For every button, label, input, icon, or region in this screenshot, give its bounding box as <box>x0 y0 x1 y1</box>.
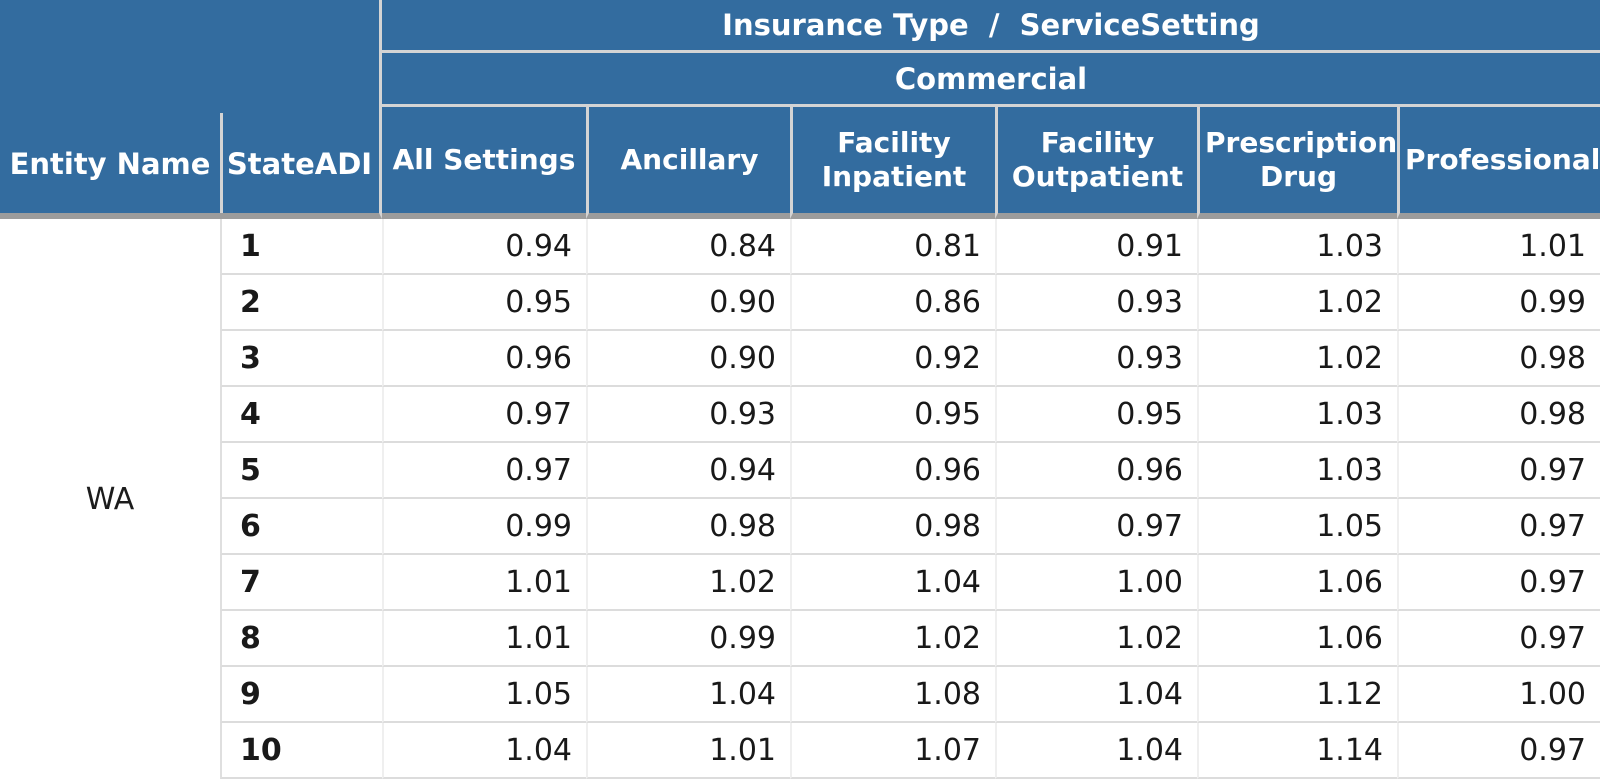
value-cell: 0.98 <box>1397 387 1600 443</box>
value-cell: 1.14 <box>1197 723 1397 779</box>
value-cell: 0.97 <box>382 443 586 499</box>
table-row: 8 1.01 0.99 1.02 1.02 1.06 0.97 <box>0 611 1600 667</box>
state-adi-cell: 10 <box>220 723 382 779</box>
value-cell: 0.97 <box>1397 723 1600 779</box>
value-cell: 1.06 <box>1197 555 1397 611</box>
state-adi-cell: 1 <box>220 219 382 275</box>
value-cell: 1.04 <box>995 667 1197 723</box>
table-body: WA 1 0.94 0.84 0.81 0.91 1.03 1.01 2 0.9… <box>0 219 1600 779</box>
value-cell: 1.04 <box>995 723 1197 779</box>
value-cell: 0.93 <box>995 331 1197 387</box>
value-cell: 0.99 <box>382 499 586 555</box>
value-cell: 1.06 <box>1197 611 1397 667</box>
table-row: 7 1.01 1.02 1.04 1.00 1.06 0.97 <box>0 555 1600 611</box>
table-header: Entity Name StateADI Insurance Type / Se… <box>0 0 1600 219</box>
table-row: 2 0.95 0.90 0.86 0.93 1.02 0.99 <box>0 275 1600 331</box>
column-header-all-settings: All Settings <box>382 107 586 219</box>
value-cell: 0.90 <box>586 331 790 387</box>
value-cell: 0.91 <box>995 219 1197 275</box>
value-cell: 1.07 <box>790 723 995 779</box>
column-header-prescription-drug: Prescription Drug <box>1197 107 1397 219</box>
header-row-group: Commercial <box>0 53 1600 107</box>
value-cell: 1.02 <box>790 611 995 667</box>
value-cell: 1.12 <box>1197 667 1397 723</box>
value-cell: 0.93 <box>995 275 1197 331</box>
header-row-top: Entity Name StateADI Insurance Type / Se… <box>0 0 1600 219</box>
column-header-entity-name: Entity Name <box>0 0 220 219</box>
value-cell: 1.05 <box>1197 499 1397 555</box>
value-cell: 0.94 <box>382 219 586 275</box>
value-cell: 0.98 <box>586 499 790 555</box>
table-row: 6 0.99 0.98 0.98 0.97 1.05 0.97 <box>0 499 1600 555</box>
entity-name-cell: WA <box>0 219 220 779</box>
value-cell: 0.90 <box>586 275 790 331</box>
value-cell: 1.02 <box>586 555 790 611</box>
value-cell: 0.97 <box>1397 499 1600 555</box>
value-cell: 0.86 <box>790 275 995 331</box>
table-row: 5 0.97 0.94 0.96 0.96 1.03 0.97 <box>0 443 1600 499</box>
value-cell: 1.03 <box>1197 387 1397 443</box>
value-cell: 1.04 <box>382 723 586 779</box>
value-cell: 0.99 <box>1397 275 1600 331</box>
value-cell: 0.84 <box>586 219 790 275</box>
value-cell: 0.97 <box>382 387 586 443</box>
header-row-settings: All Settings Ancillary Facility Inpatien… <box>0 107 1600 219</box>
value-cell: 1.03 <box>1197 443 1397 499</box>
table-row: 4 0.97 0.93 0.95 0.95 1.03 0.98 <box>0 387 1600 443</box>
value-cell: 1.02 <box>995 611 1197 667</box>
value-cell: 0.96 <box>995 443 1197 499</box>
state-adi-cell: 5 <box>220 443 382 499</box>
column-header-professional: Professional <box>1397 107 1600 219</box>
column-header-facility-inpatient: Facility Inpatient <box>790 107 995 219</box>
value-cell: 0.81 <box>790 219 995 275</box>
value-cell: 1.00 <box>995 555 1197 611</box>
value-cell: 0.97 <box>1397 555 1600 611</box>
value-cell: 1.04 <box>586 667 790 723</box>
value-cell: 0.98 <box>1397 331 1600 387</box>
column-header-state-adi: StateADI <box>220 0 382 219</box>
value-cell: 0.96 <box>790 443 995 499</box>
value-cell: 1.01 <box>382 611 586 667</box>
column-header-facility-outpatient: Facility Outpatient <box>995 107 1197 219</box>
value-cell: 0.99 <box>586 611 790 667</box>
state-adi-cell: 4 <box>220 387 382 443</box>
table-row: 9 1.05 1.04 1.08 1.04 1.12 1.00 <box>0 667 1600 723</box>
value-cell: 1.02 <box>1197 275 1397 331</box>
value-cell: 0.97 <box>1397 443 1600 499</box>
state-adi-cell: 6 <box>220 499 382 555</box>
state-adi-cell: 9 <box>220 667 382 723</box>
table-row: WA 1 0.94 0.84 0.81 0.91 1.03 1.01 <box>0 219 1600 779</box>
commercial-group-header: Commercial <box>382 53 1600 107</box>
value-cell: 0.92 <box>790 331 995 387</box>
value-cell: 1.05 <box>382 667 586 723</box>
value-cell: 0.93 <box>586 387 790 443</box>
value-cell: 1.00 <box>1397 667 1600 723</box>
state-adi-cell: 2 <box>220 275 382 331</box>
state-adi-cell: 3 <box>220 331 382 387</box>
table-row: 3 0.96 0.90 0.92 0.93 1.02 0.98 <box>0 331 1600 387</box>
value-cell: 0.98 <box>790 499 995 555</box>
column-header-ancillary: Ancillary <box>586 107 790 219</box>
value-cell: 1.08 <box>790 667 995 723</box>
value-cell: 0.95 <box>995 387 1197 443</box>
value-cell: 0.95 <box>790 387 995 443</box>
value-cell: 1.01 <box>1397 219 1600 275</box>
value-cell: 0.97 <box>995 499 1197 555</box>
state-adi-cell: 8 <box>220 611 382 667</box>
value-cell: 1.04 <box>790 555 995 611</box>
value-cell: 0.95 <box>382 275 586 331</box>
state-adi-cell: 7 <box>220 555 382 611</box>
value-cell: 0.96 <box>382 331 586 387</box>
value-cell: 1.01 <box>382 555 586 611</box>
insurance-type-service-setting-header: Insurance Type / ServiceSetting <box>382 0 1600 53</box>
value-cell: 0.94 <box>586 443 790 499</box>
value-cell: 0.97 <box>1397 611 1600 667</box>
value-cell: 1.03 <box>1197 219 1397 275</box>
table-row: 10 1.04 1.01 1.07 1.04 1.14 0.97 <box>0 723 1600 779</box>
value-cell: 1.01 <box>586 723 790 779</box>
value-cell: 1.02 <box>1197 331 1397 387</box>
